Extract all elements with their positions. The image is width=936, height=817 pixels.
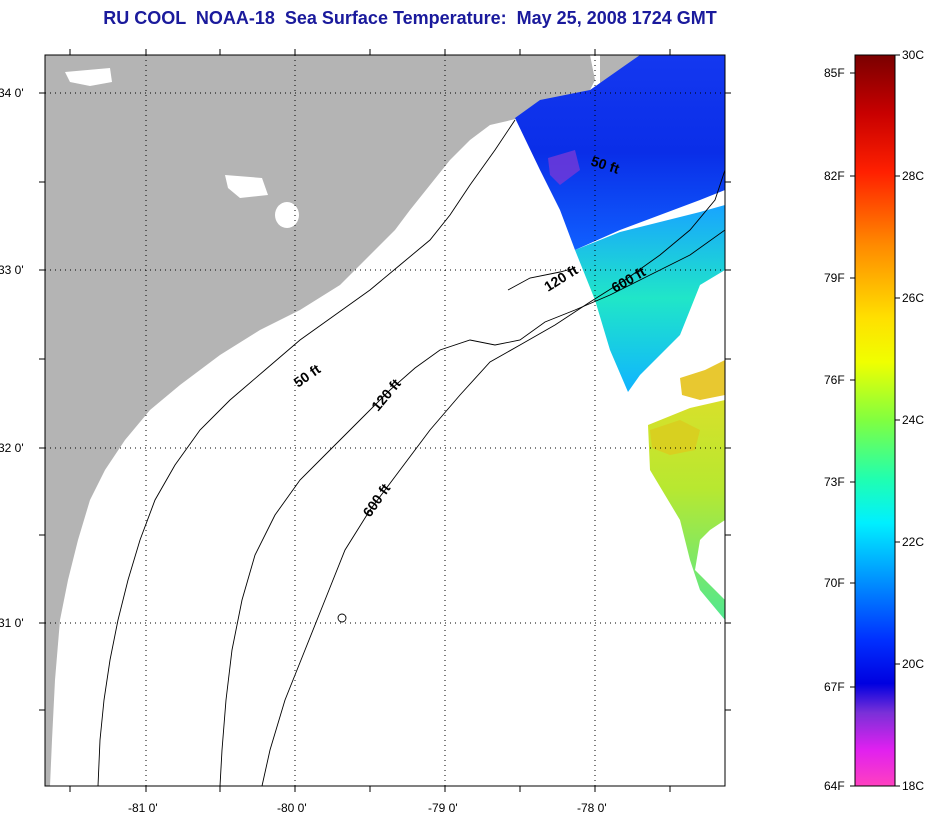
sst-swath-south (648, 400, 725, 620)
sst-cool-patch (548, 150, 580, 185)
land-mass (45, 55, 595, 786)
graticule (45, 55, 725, 786)
map-frame (44, 54, 726, 787)
lon-label-79: -79 0' (428, 801, 458, 815)
contour-seamount (337, 613, 347, 623)
sst-warm-patch (650, 420, 700, 455)
lon-label-81: -81 0' (128, 801, 158, 815)
contour-600ft (261, 169, 725, 786)
lake (275, 202, 299, 228)
sst-warm-patch (680, 360, 725, 400)
lat-label-31: 31 0' (0, 616, 24, 630)
lon-label-78: -78 0' (577, 801, 607, 815)
lat-label-33: 33 0' (0, 263, 24, 277)
sst-swath-middle (575, 205, 725, 392)
map-title: RU COOL NOAA-18 Sea Surface Temperature:… (103, 8, 717, 28)
lat-label-34: 34 0' (0, 86, 24, 100)
lon-label-80: -80 0' (277, 801, 307, 815)
tick-marks (39, 49, 731, 792)
lake (225, 175, 268, 198)
lake (65, 68, 112, 86)
sst-swath-north (515, 55, 725, 250)
contour-50ft (97, 119, 516, 786)
contour-120ft-shelf (507, 267, 576, 291)
contour-120ft (219, 229, 725, 786)
lat-label-32: 32 0' (0, 441, 24, 455)
